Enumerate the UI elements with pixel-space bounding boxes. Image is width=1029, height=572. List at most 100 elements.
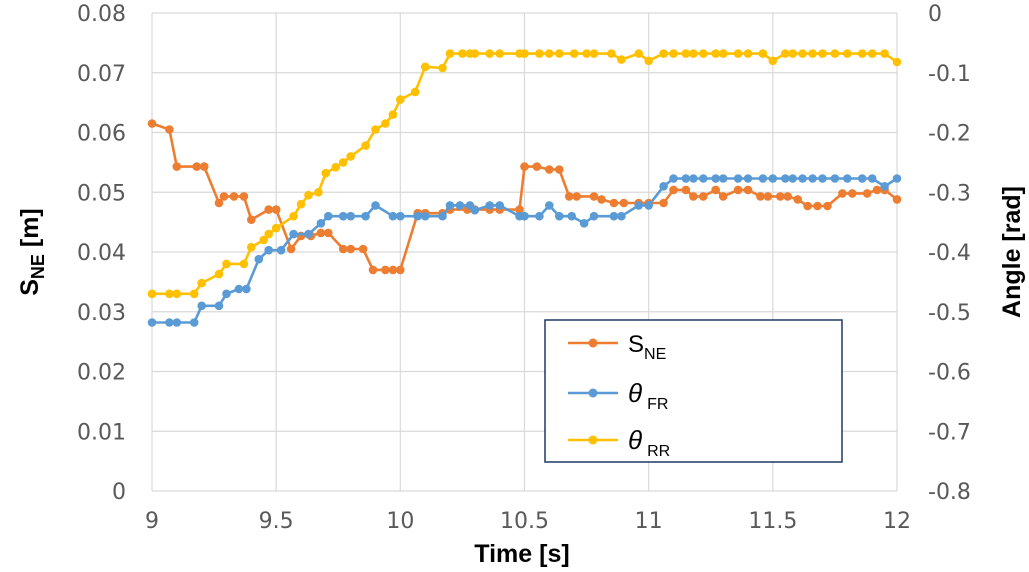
data-point-theta_FR (324, 211, 333, 221)
data-point-theta_FR (214, 301, 224, 311)
data-point-theta_RR (371, 125, 380, 134)
data-point-S_NE (368, 265, 378, 275)
data-point-theta_RR (314, 188, 323, 197)
data-point-theta_RR (781, 49, 790, 58)
right-y-tick-label: -0.4 (928, 241, 971, 266)
data-point-theta_RR (699, 49, 708, 58)
data-point-S_NE (165, 125, 174, 134)
data-point-S_NE (545, 165, 554, 174)
data-point-theta_RR (331, 162, 341, 172)
data-point-theta_RR (396, 95, 405, 104)
data-point-theta_FR (768, 174, 778, 183)
data-point-theta_RR (271, 223, 281, 233)
left-y-tick-label: 0.05 (77, 181, 126, 206)
data-point-theta_FR (172, 318, 182, 327)
data-point-theta_RR (545, 49, 554, 58)
data-point-theta_FR (733, 174, 743, 183)
data-point-theta_RR (857, 49, 867, 58)
data-point-theta_RR (296, 199, 306, 209)
data-point-S_NE (823, 201, 832, 211)
data-point-S_NE (286, 244, 296, 254)
data-point-S_NE (783, 192, 792, 201)
left-y-tick-label: 0.07 (77, 62, 126, 87)
data-point-theta_FR (699, 174, 708, 183)
right-y-tick-label: -0.1 (928, 62, 971, 87)
data-point-theta_FR (743, 174, 753, 183)
data-point-S_NE (229, 192, 239, 201)
right-y-tick-label: -0.6 (928, 361, 971, 386)
legend-label-main: θ (628, 378, 642, 408)
data-point-theta_FR (579, 219, 589, 228)
data-point-S_NE (192, 162, 201, 171)
data-point-S_NE (247, 215, 256, 224)
data-point-theta_RR (321, 168, 331, 178)
data-point-theta_FR (555, 211, 564, 221)
legend-marker-theta_RR (588, 435, 598, 445)
data-point-theta_FR (669, 174, 678, 183)
data-point-theta_FR (254, 254, 264, 264)
data-point-theta_FR (197, 301, 206, 311)
data-point-S_NE (219, 192, 229, 201)
data-point-S_NE (718, 192, 728, 201)
legend-label-main: S (628, 331, 644, 358)
data-point-theta_RR (361, 141, 370, 150)
right-y-tick-label: -0.8 (928, 480, 971, 505)
data-point-theta_RR (458, 49, 467, 58)
data-point-S_NE (358, 244, 368, 254)
data-point-theta_FR (438, 211, 447, 221)
legend-label-subscript: FR (647, 396, 668, 413)
data-point-theta_FR (880, 182, 889, 191)
data-point-S_NE (239, 192, 249, 201)
data-point-S_NE (172, 162, 182, 171)
data-point-theta_FR (189, 318, 199, 327)
left-y-axis-title-subscript: NE (28, 254, 48, 279)
data-point-theta_RR (689, 49, 698, 58)
data-point-S_NE (381, 265, 390, 275)
data-point-theta_FR (346, 211, 356, 221)
series-theta_RR (147, 49, 902, 299)
left-y-axis-title: SNE [m] (16, 208, 48, 296)
data-point-theta_RR (388, 110, 398, 119)
data-point-theta_RR (438, 63, 447, 73)
data-point-theta_FR (222, 289, 231, 299)
data-point-S_NE (264, 205, 274, 214)
x-tick-label: 12 (883, 509, 911, 534)
data-point-S_NE (813, 201, 822, 211)
data-point-theta_RR (165, 289, 174, 299)
legend-label-S_NE: SNE (628, 331, 666, 363)
left-y-axis-title-unit: [m] (16, 208, 44, 254)
data-point-theta_FR (567, 211, 576, 221)
legend-label-subscript: RR (647, 443, 670, 460)
data-point-theta_FR (659, 182, 668, 191)
left-y-tick-label: 0.08 (77, 2, 126, 27)
data-point-theta_FR (304, 229, 313, 239)
data-point-S_NE (659, 198, 668, 208)
legend-label-theta_RR: θ RR (628, 425, 670, 460)
data-point-theta_RR (214, 269, 224, 279)
data-point-theta_RR (410, 87, 420, 97)
left-y-tick-label: 0 (112, 480, 126, 505)
data-point-theta_FR (470, 205, 480, 215)
data-point-theta_FR (234, 284, 244, 294)
data-point-S_NE (199, 162, 209, 171)
data-point-S_NE (699, 192, 708, 201)
data-point-S_NE (793, 195, 802, 204)
data-point-theta_FR (316, 219, 326, 228)
data-point-S_NE (564, 192, 574, 201)
data-point-theta_FR (681, 174, 691, 183)
data-point-theta_RR (264, 229, 274, 239)
data-point-S_NE (515, 205, 524, 214)
left-y-tick-label: 0.02 (77, 361, 126, 386)
data-point-theta_RR (239, 259, 249, 269)
series-S_NE (147, 119, 902, 275)
right-y-axis-title: Angle [rad] (998, 186, 1026, 318)
x-tick-label: 9.5 (259, 509, 294, 534)
data-point-theta_RR (495, 49, 505, 58)
legend: SNE θ FR θ RR (544, 319, 843, 463)
data-point-theta_FR (165, 318, 174, 327)
x-tick-label: 10 (386, 509, 414, 534)
data-point-theta_RR (617, 55, 626, 64)
data-point-theta_RR (247, 242, 256, 252)
data-point-theta_FR (830, 174, 840, 183)
data-point-theta_RR (669, 49, 678, 58)
